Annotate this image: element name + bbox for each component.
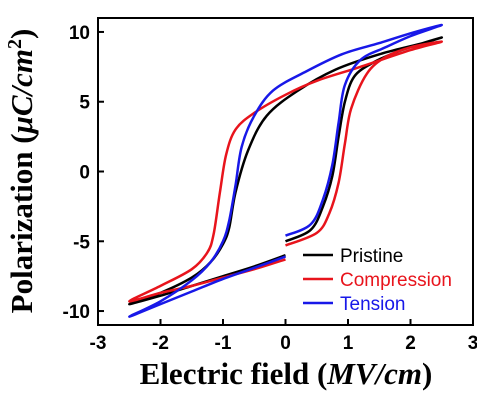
y-tick-label: 0 (79, 163, 90, 184)
y-tick-label: 5 (79, 93, 90, 114)
x-tick-label: -2 (152, 333, 169, 354)
legend-label-tension: Tension (340, 294, 406, 315)
legend-label-pristine: Pristine (340, 246, 403, 267)
y-tick-label: -10 (63, 302, 90, 323)
series-line-pristine (128, 36, 444, 306)
x-tick-label: 1 (343, 333, 354, 354)
y-axis-title: Polarization (μC/cm2) (4, 29, 39, 314)
y-tick-label: -5 (73, 232, 90, 253)
series-layer (128, 23, 444, 318)
series-line-tension (128, 23, 444, 318)
x-tick-label: 2 (405, 333, 416, 354)
series-line-compression (128, 40, 444, 303)
x-tick-label: -3 (90, 333, 107, 354)
legend: Pristine Compression Tension (303, 246, 452, 315)
x-tick-label: 3 (468, 333, 477, 354)
x-tick-label: 0 (280, 333, 291, 354)
x-axis-title: Electric field (MV/cm) (140, 356, 433, 391)
y-tick-label: 10 (69, 23, 90, 44)
legend-label-compression: Compression (340, 270, 452, 291)
x-tick-label: -1 (215, 333, 232, 354)
